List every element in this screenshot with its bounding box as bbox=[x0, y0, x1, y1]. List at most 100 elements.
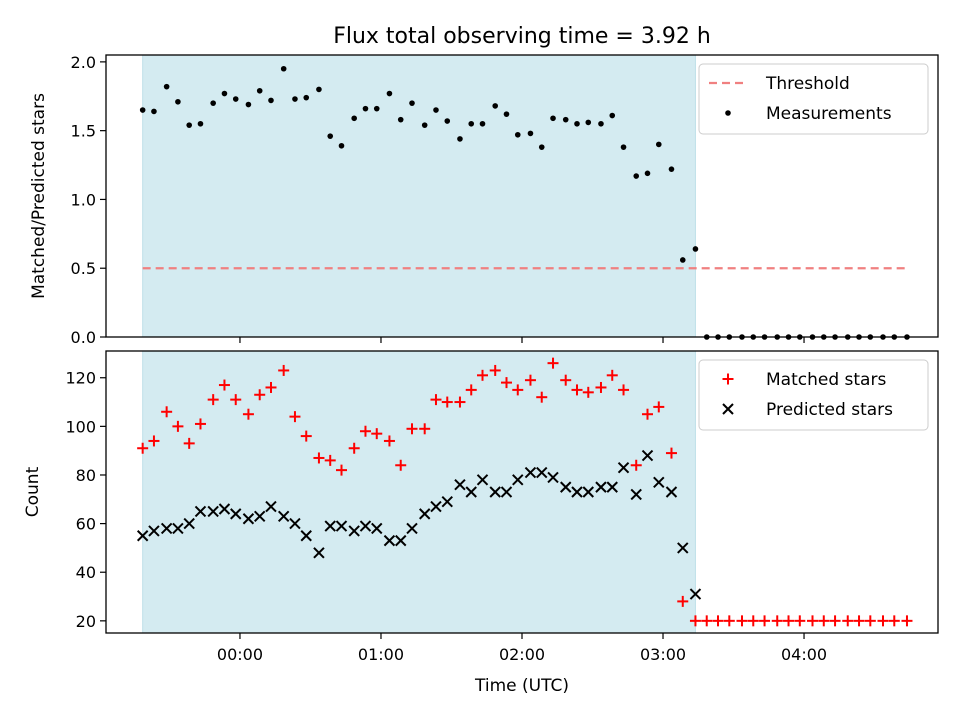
matched-star-point bbox=[712, 615, 724, 627]
predicted-star-point bbox=[677, 542, 689, 554]
matched-star-point bbox=[582, 386, 594, 398]
predicted-star-point bbox=[630, 488, 642, 501]
measurement-point bbox=[373, 105, 380, 112]
bottom-legend-label: Matched stars bbox=[766, 370, 886, 390]
xtick-label: 01:00 bbox=[358, 645, 404, 664]
matched-star-point bbox=[759, 615, 771, 627]
measurement-point bbox=[609, 112, 616, 119]
cross-stroke-b bbox=[465, 486, 477, 498]
matched-star-point bbox=[300, 430, 312, 442]
cross-stroke-b bbox=[218, 503, 231, 515]
cross-stroke-b bbox=[395, 534, 407, 547]
cross-stroke-b bbox=[383, 534, 396, 547]
top-legend-box bbox=[698, 63, 929, 135]
cross-stroke-b bbox=[722, 403, 734, 415]
predicted-star-point bbox=[359, 520, 372, 532]
matched-star-point bbox=[465, 384, 477, 396]
cross-stroke-b bbox=[454, 478, 466, 491]
count-points bbox=[136, 357, 913, 627]
measurement-point bbox=[620, 144, 627, 150]
cross-stroke-b bbox=[689, 588, 702, 600]
top-ytick-label: 1.0 bbox=[71, 190, 96, 209]
cross-stroke-b bbox=[677, 542, 689, 554]
measurement-point bbox=[197, 120, 204, 127]
predicted-star-point bbox=[265, 500, 277, 513]
measurement-point bbox=[538, 144, 545, 150]
cross-stroke-b bbox=[348, 525, 360, 537]
bottom-legend-box bbox=[698, 359, 929, 431]
predicted-star-point bbox=[254, 510, 266, 523]
top-shaded-span bbox=[142, 54, 696, 338]
matched-star-point bbox=[218, 379, 230, 391]
matched-star-point bbox=[606, 369, 618, 381]
matched-star-point bbox=[395, 459, 407, 471]
measurement-point bbox=[479, 120, 486, 127]
cross-stroke-b bbox=[277, 510, 290, 523]
measurement-point bbox=[468, 120, 475, 127]
cross-stroke-b bbox=[254, 510, 266, 523]
cross-stroke-b bbox=[606, 481, 618, 493]
measurement-point bbox=[433, 107, 439, 113]
cross-stroke-b bbox=[300, 530, 312, 542]
matched-star-point bbox=[194, 418, 206, 430]
measurement-point bbox=[692, 246, 699, 252]
cross-stroke-b bbox=[547, 471, 559, 484]
panel-top: 0.00.51.01.52.0 Matched/Predicted stars … bbox=[29, 53, 939, 347]
matched-star-point bbox=[853, 615, 865, 627]
legend-matched-swatch bbox=[722, 373, 734, 385]
matched-star-point bbox=[547, 357, 559, 369]
top-ytick-label: 1.5 bbox=[71, 122, 96, 141]
measurement-point bbox=[492, 103, 499, 109]
measurement-point bbox=[444, 118, 451, 124]
predicted-star-point bbox=[489, 486, 501, 498]
predicted-star-point bbox=[476, 474, 489, 486]
measurement-points bbox=[139, 65, 910, 340]
predicted-star-point bbox=[454, 478, 466, 491]
cross-stroke-b bbox=[617, 461, 630, 474]
predicted-star-point bbox=[218, 503, 231, 515]
predicted-star-point bbox=[300, 530, 312, 542]
cross-stroke-b bbox=[430, 500, 442, 513]
predicted-star-point bbox=[665, 486, 678, 498]
measurement-point bbox=[503, 111, 510, 117]
predicted-star-point bbox=[430, 500, 442, 513]
matched-star-point bbox=[406, 423, 418, 435]
top-ytick-label: 0.5 bbox=[71, 259, 96, 278]
cross-stroke-b bbox=[207, 505, 219, 518]
matched-star-point bbox=[618, 384, 630, 396]
cross-stroke-b bbox=[242, 513, 255, 525]
matched-star-point bbox=[818, 615, 830, 627]
measurement-point bbox=[292, 96, 298, 102]
measurement-point bbox=[362, 105, 369, 112]
measurement-point bbox=[351, 115, 357, 122]
matched-star-point bbox=[278, 364, 290, 376]
measurement-point bbox=[151, 108, 157, 115]
measurement-point bbox=[679, 257, 686, 263]
matched-star-point bbox=[419, 423, 431, 435]
cross-stroke-b bbox=[476, 474, 489, 486]
matched-star-point bbox=[477, 369, 489, 381]
cross-stroke-b bbox=[335, 520, 348, 532]
measurement-point bbox=[316, 86, 322, 93]
bottom-ytick-label: 40 bbox=[76, 563, 96, 582]
measurement-point bbox=[633, 173, 640, 179]
cross-stroke-b bbox=[536, 466, 548, 479]
predicted-star-point bbox=[324, 520, 336, 532]
measurement-point bbox=[139, 107, 146, 113]
xtick-label: 04:00 bbox=[781, 645, 827, 664]
matched-star-point bbox=[595, 381, 607, 393]
predicted-star-point bbox=[313, 547, 325, 559]
cross-stroke-b bbox=[641, 449, 654, 462]
cross-stroke-b bbox=[418, 508, 431, 520]
measurement-point bbox=[421, 122, 428, 128]
matched-star-point bbox=[701, 615, 713, 627]
predicted-star-point bbox=[571, 486, 583, 498]
matched-star-point bbox=[335, 464, 347, 476]
bottom-legend-label: Predicted stars bbox=[766, 400, 893, 420]
matched-star-point bbox=[901, 615, 913, 627]
matched-star-point bbox=[265, 381, 277, 393]
predicted-star-point bbox=[582, 486, 594, 498]
matched-star-point bbox=[665, 447, 677, 459]
cross-stroke-b bbox=[148, 525, 160, 537]
